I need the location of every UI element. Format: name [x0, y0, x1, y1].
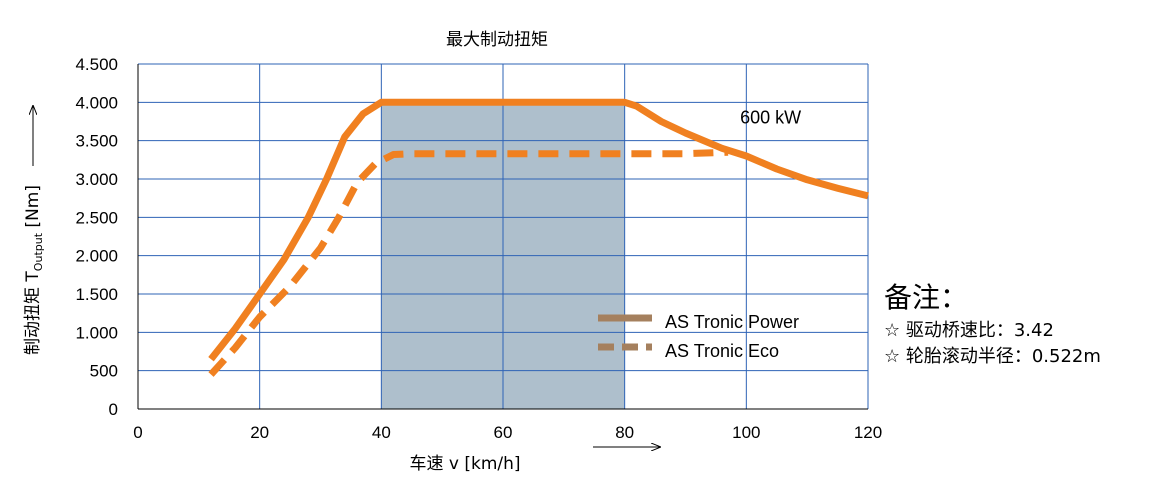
y-tick-label: 4.000 [75, 93, 118, 112]
x-tick-label: 40 [372, 423, 391, 442]
y-tick-label: 1.000 [75, 323, 118, 342]
x-tick-label: 60 [494, 423, 513, 442]
x-tick-label: 120 [854, 423, 882, 442]
x-tick-label: 100 [732, 423, 760, 442]
y-tick-label: 2.000 [75, 247, 118, 266]
series-line-1 [208, 148, 729, 377]
y-tick-label: 3.000 [75, 170, 118, 189]
note-axle-ratio: ☆ 驱动桥速比：3.42 [884, 320, 1054, 341]
y-axis-label: 制动扭矩 TOutput [Nm] [23, 185, 45, 355]
series-line-0 [208, 98, 869, 362]
y-tick-label: 0 [109, 400, 118, 419]
y-tick-label: 4.500 [75, 55, 118, 74]
y-tick-label: 1.500 [75, 285, 118, 304]
x-tick-label: 0 [133, 423, 142, 442]
legend-label-1: AS Tronic Eco [665, 341, 779, 361]
note-tire-radius: ☆ 轮胎滚动半径：0.522m [884, 346, 1101, 367]
y-tick-label: 3.500 [75, 132, 118, 151]
legend: AS Tronic Power AS Tronic Eco [598, 312, 799, 361]
chart-title: 最大制动扭矩 [446, 30, 548, 50]
y-tick-label: 2.500 [75, 208, 118, 227]
y-tick-label: 500 [90, 362, 118, 381]
legend-label-0: AS Tronic Power [665, 312, 799, 332]
x-axis-label: 车速 v [km/h] [409, 454, 520, 474]
annotation-label: 600 kW [740, 108, 801, 128]
notes-title: 备注： [884, 281, 968, 314]
x-tick-label: 20 [250, 423, 269, 442]
x-tick-label: 80 [615, 423, 634, 442]
